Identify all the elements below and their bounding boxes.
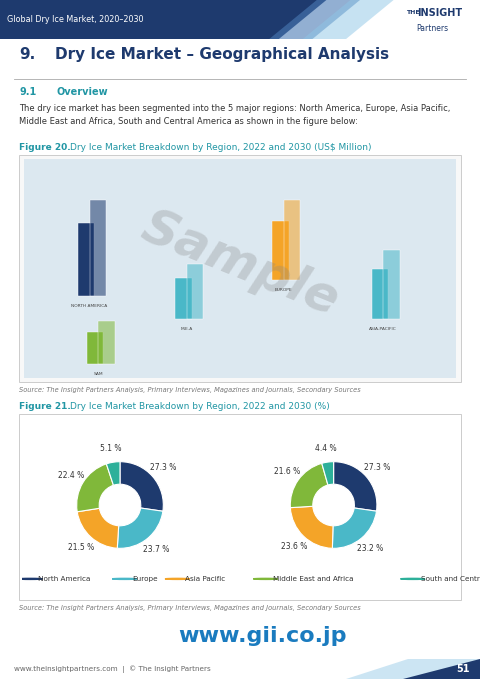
Text: Partners: Partners xyxy=(417,24,449,33)
Polygon shape xyxy=(302,0,394,39)
Wedge shape xyxy=(334,462,377,511)
FancyBboxPatch shape xyxy=(187,264,203,318)
Text: Source: The Insight Partners Analysis, Primary Interviews, Magazines and Journal: Source: The Insight Partners Analysis, P… xyxy=(19,606,361,611)
Wedge shape xyxy=(77,509,119,548)
Text: 27.3 %: 27.3 % xyxy=(364,463,390,472)
Text: Sample: Sample xyxy=(134,202,346,325)
Polygon shape xyxy=(403,659,480,679)
Text: South and Central America: South and Central America xyxy=(420,576,480,582)
Text: INSIGHT: INSIGHT xyxy=(417,7,462,18)
Wedge shape xyxy=(290,463,328,508)
Text: 23.2 %: 23.2 % xyxy=(357,545,384,553)
Text: Dry Ice Market Breakdown by Region, 2022 and 2030 (US$ Million): Dry Ice Market Breakdown by Region, 2022… xyxy=(70,143,372,152)
Text: Figure 21.: Figure 21. xyxy=(19,401,71,411)
FancyBboxPatch shape xyxy=(175,278,192,318)
Text: Dry Ice Market Breakdown by Region, 2022 and 2030 (%): Dry Ice Market Breakdown by Region, 2022… xyxy=(70,401,330,411)
Text: Global Dry Ice Market, 2020–2030: Global Dry Ice Market, 2020–2030 xyxy=(7,15,144,24)
FancyBboxPatch shape xyxy=(284,200,300,280)
Text: 21.6 %: 21.6 % xyxy=(274,467,300,477)
FancyBboxPatch shape xyxy=(372,268,388,318)
Text: 9.1: 9.1 xyxy=(19,88,36,97)
Text: 23.6 %: 23.6 % xyxy=(281,542,307,551)
Text: 21.5 %: 21.5 % xyxy=(68,543,95,552)
Text: Dry Ice Market – Geographical Analysis: Dry Ice Market – Geographical Analysis xyxy=(55,47,389,62)
Text: North America: North America xyxy=(38,576,91,582)
Text: Overview: Overview xyxy=(57,88,108,97)
FancyBboxPatch shape xyxy=(383,251,400,318)
Wedge shape xyxy=(322,462,334,485)
Text: Asia Pacific: Asia Pacific xyxy=(185,576,226,582)
Polygon shape xyxy=(269,0,360,39)
Text: 51: 51 xyxy=(456,664,470,674)
Wedge shape xyxy=(290,507,333,549)
Text: Middle East and Africa: Middle East and Africa xyxy=(274,576,354,582)
Wedge shape xyxy=(77,464,113,512)
Text: Europe: Europe xyxy=(132,576,158,582)
FancyBboxPatch shape xyxy=(272,221,289,280)
Text: 23.7 %: 23.7 % xyxy=(143,545,169,554)
FancyBboxPatch shape xyxy=(98,321,115,364)
Text: www.gii.co.jp: www.gii.co.jp xyxy=(178,625,347,646)
Text: Source: The Insight Partners Analysis, Primary Interviews, Magazines and Journal: Source: The Insight Partners Analysis, P… xyxy=(19,387,361,392)
Text: 9.: 9. xyxy=(19,47,36,62)
Text: 22.4 %: 22.4 % xyxy=(58,471,84,480)
FancyBboxPatch shape xyxy=(87,332,103,364)
FancyBboxPatch shape xyxy=(19,414,461,600)
FancyBboxPatch shape xyxy=(19,155,461,382)
FancyBboxPatch shape xyxy=(90,200,106,296)
Wedge shape xyxy=(107,462,120,485)
Text: THE: THE xyxy=(406,10,419,15)
Text: 27.3 %: 27.3 % xyxy=(150,463,177,472)
FancyBboxPatch shape xyxy=(78,223,95,296)
Text: EUROPE: EUROPE xyxy=(275,288,293,292)
Text: M.E.A: M.E.A xyxy=(180,327,193,331)
Text: 4.4 %: 4.4 % xyxy=(315,444,336,453)
Text: 5.1 %: 5.1 % xyxy=(100,444,121,453)
Wedge shape xyxy=(120,462,163,511)
Text: ASIA-PACIFIC: ASIA-PACIFIC xyxy=(370,327,397,331)
Wedge shape xyxy=(332,508,376,549)
Polygon shape xyxy=(0,0,326,39)
Text: www.theinsightpartners.com  |  © The Insight Partners: www.theinsightpartners.com | © The Insig… xyxy=(14,665,211,673)
FancyBboxPatch shape xyxy=(24,160,456,378)
Text: The dry ice market has been segmented into the 5 major regions: North America, E: The dry ice market has been segmented in… xyxy=(19,104,451,126)
Wedge shape xyxy=(117,508,163,549)
Polygon shape xyxy=(346,659,480,679)
Text: Figure 20.: Figure 20. xyxy=(19,143,71,152)
Text: NORTH AMERICA: NORTH AMERICA xyxy=(72,304,108,308)
Text: SAM: SAM xyxy=(94,372,103,376)
